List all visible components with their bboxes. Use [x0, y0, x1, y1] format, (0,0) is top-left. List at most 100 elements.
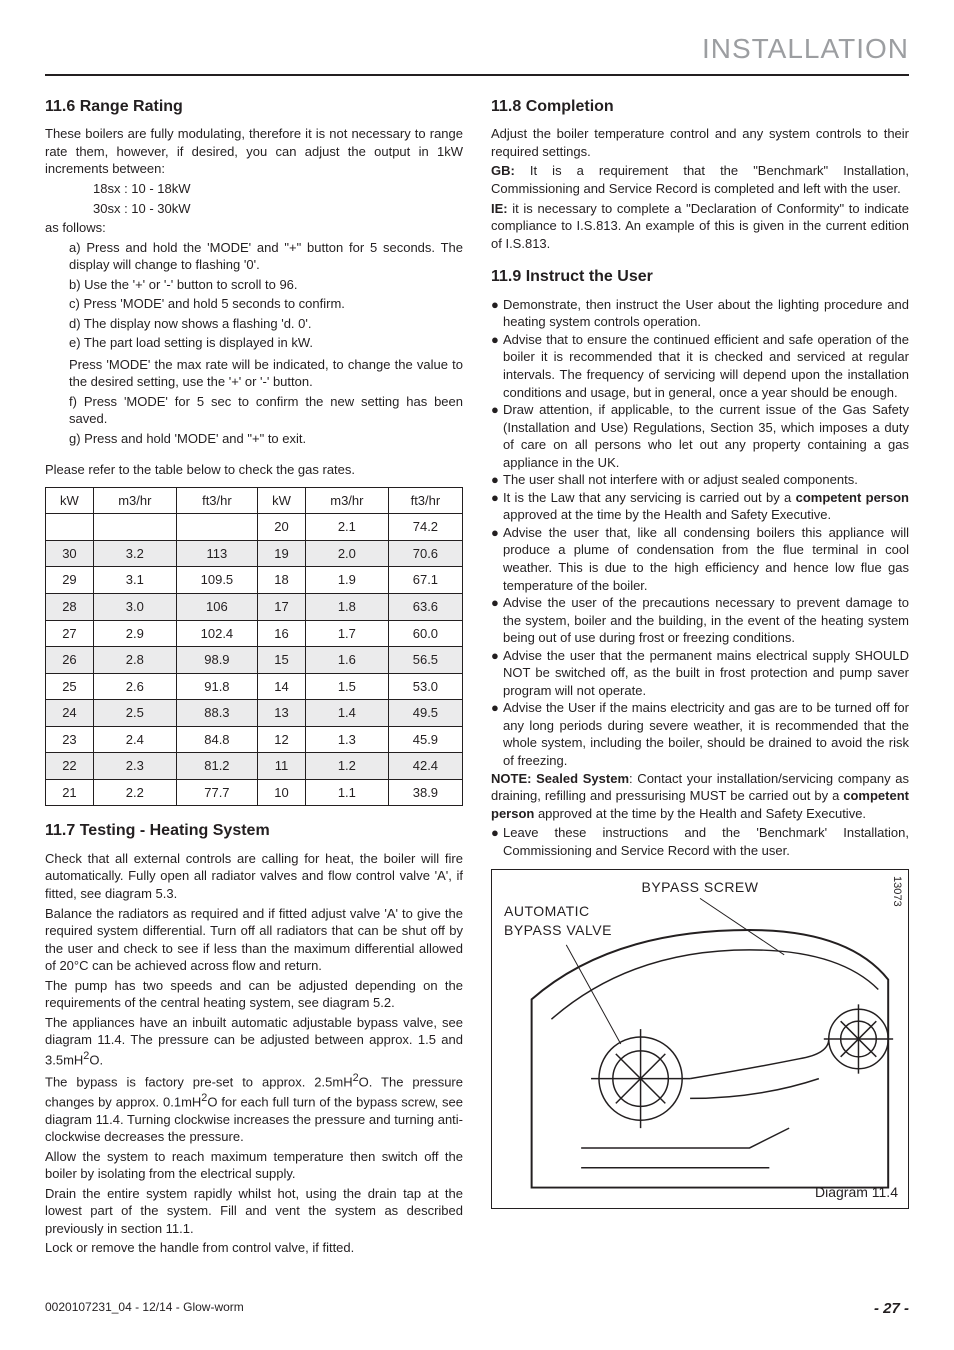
- table-cell: 29: [46, 567, 94, 594]
- table-cell: 2.0: [305, 540, 388, 567]
- s117-p2: Balance the radiators as required and if…: [45, 905, 463, 975]
- footer-pagenum: - 27 -: [874, 1299, 909, 1319]
- table-cell: 12: [258, 726, 306, 753]
- table-cell: 102.4: [176, 620, 257, 647]
- fig-side-number: 13073: [889, 876, 904, 907]
- s116-range1: 18sx : 10 - 18kW: [45, 180, 463, 198]
- table-cell: 27: [46, 620, 94, 647]
- table-row: 303.2113192.070.6: [46, 540, 463, 567]
- table-cell: 2.6: [93, 673, 176, 700]
- table-cell: 20: [258, 514, 306, 541]
- table-cell: 38.9: [388, 779, 462, 806]
- table-row: 283.0106171.863.6: [46, 593, 463, 620]
- table-cell: 2.3: [93, 753, 176, 780]
- table-cell: 1.5: [305, 673, 388, 700]
- table-cell: 49.5: [388, 700, 462, 727]
- th-ft3hr1: ft3/hr: [176, 487, 257, 514]
- table-cell: 2.9: [93, 620, 176, 647]
- table-row: 232.484.8121.345.9: [46, 726, 463, 753]
- table-cell: 98.9: [176, 647, 257, 674]
- table-cell: 63.6: [388, 593, 462, 620]
- s116-b: b) Use the '+' or '-' button to scroll t…: [45, 276, 463, 294]
- s119-b8: ●Advise the user that the permanent main…: [491, 647, 909, 700]
- table-cell: 24: [46, 700, 94, 727]
- table-cell: 26: [46, 647, 94, 674]
- s116-d: d) The display now shows a flashing 'd. …: [45, 315, 463, 333]
- header-rule: [45, 74, 909, 76]
- table-intro: Please refer to the table below to check…: [45, 461, 463, 479]
- s119-b6: ●Advise the user that, like all condensi…: [491, 524, 909, 594]
- table-cell: 22: [46, 753, 94, 780]
- s116-e2: Press 'MODE' the max rate will be indica…: [45, 356, 463, 391]
- table-cell: 1.3: [305, 726, 388, 753]
- s118-p1: Adjust the boiler temperature control an…: [491, 125, 909, 160]
- right-column: 11.8 Completion Adjust the boiler temper…: [491, 90, 909, 1259]
- table-cell: 60.0: [388, 620, 462, 647]
- table-cell: 70.6: [388, 540, 462, 567]
- fig-label-auto-bypass-valve: AUTOMATIC BYPASS VALVE: [504, 902, 612, 940]
- table-row: 202.174.2: [46, 514, 463, 541]
- s119-note: NOTE: Sealed System: Contact your instal…: [491, 770, 909, 823]
- s119-b2: ●Advise that to ensure the continued eff…: [491, 331, 909, 401]
- table-cell: 42.4: [388, 753, 462, 780]
- s116-e: e) The part load setting is displayed in…: [45, 334, 463, 352]
- s119-b7: ●Advise the user of the precautions nece…: [491, 594, 909, 647]
- table-cell: 113: [176, 540, 257, 567]
- fig-label-bypass-screw: BYPASS SCREW: [492, 878, 908, 897]
- table-row: 222.381.2111.242.4: [46, 753, 463, 780]
- s119-b5: ●It is the Law that any servicing is car…: [491, 489, 909, 524]
- table-cell: [46, 514, 94, 541]
- s116-f: f) Press 'MODE' for 5 sec to confirm the…: [45, 393, 463, 428]
- section-11-7-title: 11.7 Testing - Heating System: [45, 820, 463, 842]
- s117-p1: Check that all external controls are cal…: [45, 850, 463, 903]
- table-cell: 1.2: [305, 753, 388, 780]
- s117-p4: The appliances have an inbuilt automatic…: [45, 1014, 463, 1069]
- table-cell: 67.1: [388, 567, 462, 594]
- table-cell: 25: [46, 673, 94, 700]
- th-ft3hr2: ft3/hr: [388, 487, 462, 514]
- s119-b9: ●Advise the User if the mains electricit…: [491, 699, 909, 769]
- table-cell: 30: [46, 540, 94, 567]
- table-cell: 56.5: [388, 647, 462, 674]
- table-cell: 2.4: [93, 726, 176, 753]
- s117-p5: The bypass is factory pre-set to approx.…: [45, 1071, 463, 1146]
- table-cell: 14: [258, 673, 306, 700]
- section-11-9-title: 11.9 Instruct the User: [491, 266, 909, 288]
- table-cell: 1.8: [305, 593, 388, 620]
- table-cell: 2.2: [93, 779, 176, 806]
- gas-rate-table: kW m3/hr ft3/hr kW m3/hr ft3/hr 202.174.…: [45, 487, 463, 807]
- s116-g: g) Press and hold 'MODE' and "+" to exit…: [45, 430, 463, 448]
- s117-p3: The pump has two speeds and can be adjus…: [45, 977, 463, 1012]
- table-cell: 23: [46, 726, 94, 753]
- s119-b4: ●The user shall not interfere with or ad…: [491, 471, 909, 489]
- table-header-row: kW m3/hr ft3/hr kW m3/hr ft3/hr: [46, 487, 463, 514]
- fig-diagram-label: Diagram 11.4: [815, 1183, 898, 1202]
- s116-a: a) Press and hold the 'MODE' and "+" but…: [45, 239, 463, 274]
- left-column: 11.6 Range Rating These boilers are full…: [45, 90, 463, 1259]
- table-cell: 74.2: [388, 514, 462, 541]
- s116-intro: These boilers are fully modulating, ther…: [45, 125, 463, 178]
- page-footer: 0020107231_04 - 12/14 - Glow-worm - 27 -: [45, 1299, 909, 1319]
- table-cell: 1.4: [305, 700, 388, 727]
- s117-p8: Lock or remove the handle from control v…: [45, 1239, 463, 1257]
- table-cell: 53.0: [388, 673, 462, 700]
- th-m3hr2: m3/hr: [305, 487, 388, 514]
- table-cell: 11: [258, 753, 306, 780]
- table-cell: 91.8: [176, 673, 257, 700]
- table-cell: 13: [258, 700, 306, 727]
- table-row: 293.1109.5181.967.1: [46, 567, 463, 594]
- table-cell: 19: [258, 540, 306, 567]
- table-cell: 2.8: [93, 647, 176, 674]
- table-cell: [93, 514, 176, 541]
- table-cell: 21: [46, 779, 94, 806]
- s116-range2: 30sx : 10 - 30kW: [45, 200, 463, 218]
- th-kw1: kW: [46, 487, 94, 514]
- table-cell: 2.1: [305, 514, 388, 541]
- table-cell: 28: [46, 593, 94, 620]
- s116-c: c) Press 'MODE' and hold 5 seconds to co…: [45, 295, 463, 313]
- table-cell: [176, 514, 257, 541]
- table-row: 262.898.9151.656.5: [46, 647, 463, 674]
- table-cell: 77.7: [176, 779, 257, 806]
- table-row: 272.9102.4161.760.0: [46, 620, 463, 647]
- table-cell: 106: [176, 593, 257, 620]
